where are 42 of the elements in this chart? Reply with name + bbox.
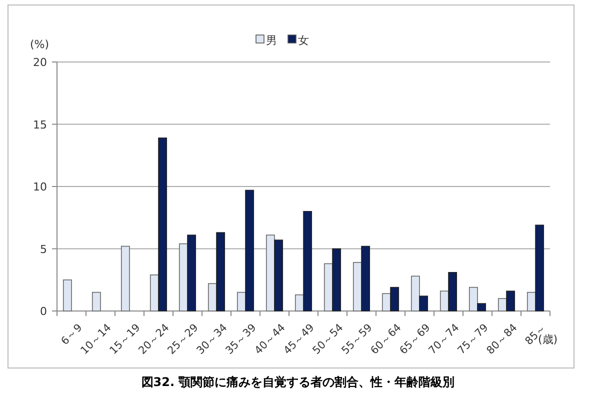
bar xyxy=(187,234,196,312)
bar xyxy=(294,294,304,312)
bar xyxy=(178,243,188,312)
bar xyxy=(266,234,275,312)
bar xyxy=(150,274,159,312)
bar xyxy=(390,286,400,312)
legend-label: 女 xyxy=(298,34,309,47)
bar xyxy=(506,290,516,312)
bar xyxy=(62,279,72,312)
bar xyxy=(274,240,284,312)
bar xyxy=(208,283,217,312)
bar xyxy=(158,138,168,312)
bar xyxy=(410,276,420,312)
bar xyxy=(526,292,536,312)
bar xyxy=(216,232,226,312)
bar xyxy=(92,292,101,312)
bar xyxy=(535,224,544,312)
bar xyxy=(303,211,312,312)
bar xyxy=(120,246,130,312)
bar xyxy=(419,296,428,312)
x-axis-title: (歳) xyxy=(538,333,558,346)
text: 図32. 顎関節に痛みを自覚する者の割合、性・年齢階級別 xyxy=(141,375,455,389)
bar xyxy=(498,298,507,312)
y-tick-label: 20 xyxy=(33,56,47,69)
legend-label: 男 xyxy=(266,34,277,47)
y-axis-title: (%) xyxy=(30,38,50,51)
bar xyxy=(382,293,391,312)
bar xyxy=(324,263,333,312)
y-tick-label: 5 xyxy=(40,242,47,256)
bar xyxy=(477,303,486,312)
y-tick-label: 0 xyxy=(40,305,47,318)
bar xyxy=(440,290,449,312)
bar xyxy=(236,292,246,312)
bar xyxy=(448,272,458,312)
bar xyxy=(361,246,370,312)
y-tick-label: 10 xyxy=(33,180,47,194)
bar xyxy=(468,286,478,312)
bar xyxy=(352,262,362,312)
bar xyxy=(332,248,342,312)
x-tick-label: 6～9 xyxy=(58,322,85,348)
y-tick-label: 15 xyxy=(33,118,47,132)
bar xyxy=(245,190,254,312)
